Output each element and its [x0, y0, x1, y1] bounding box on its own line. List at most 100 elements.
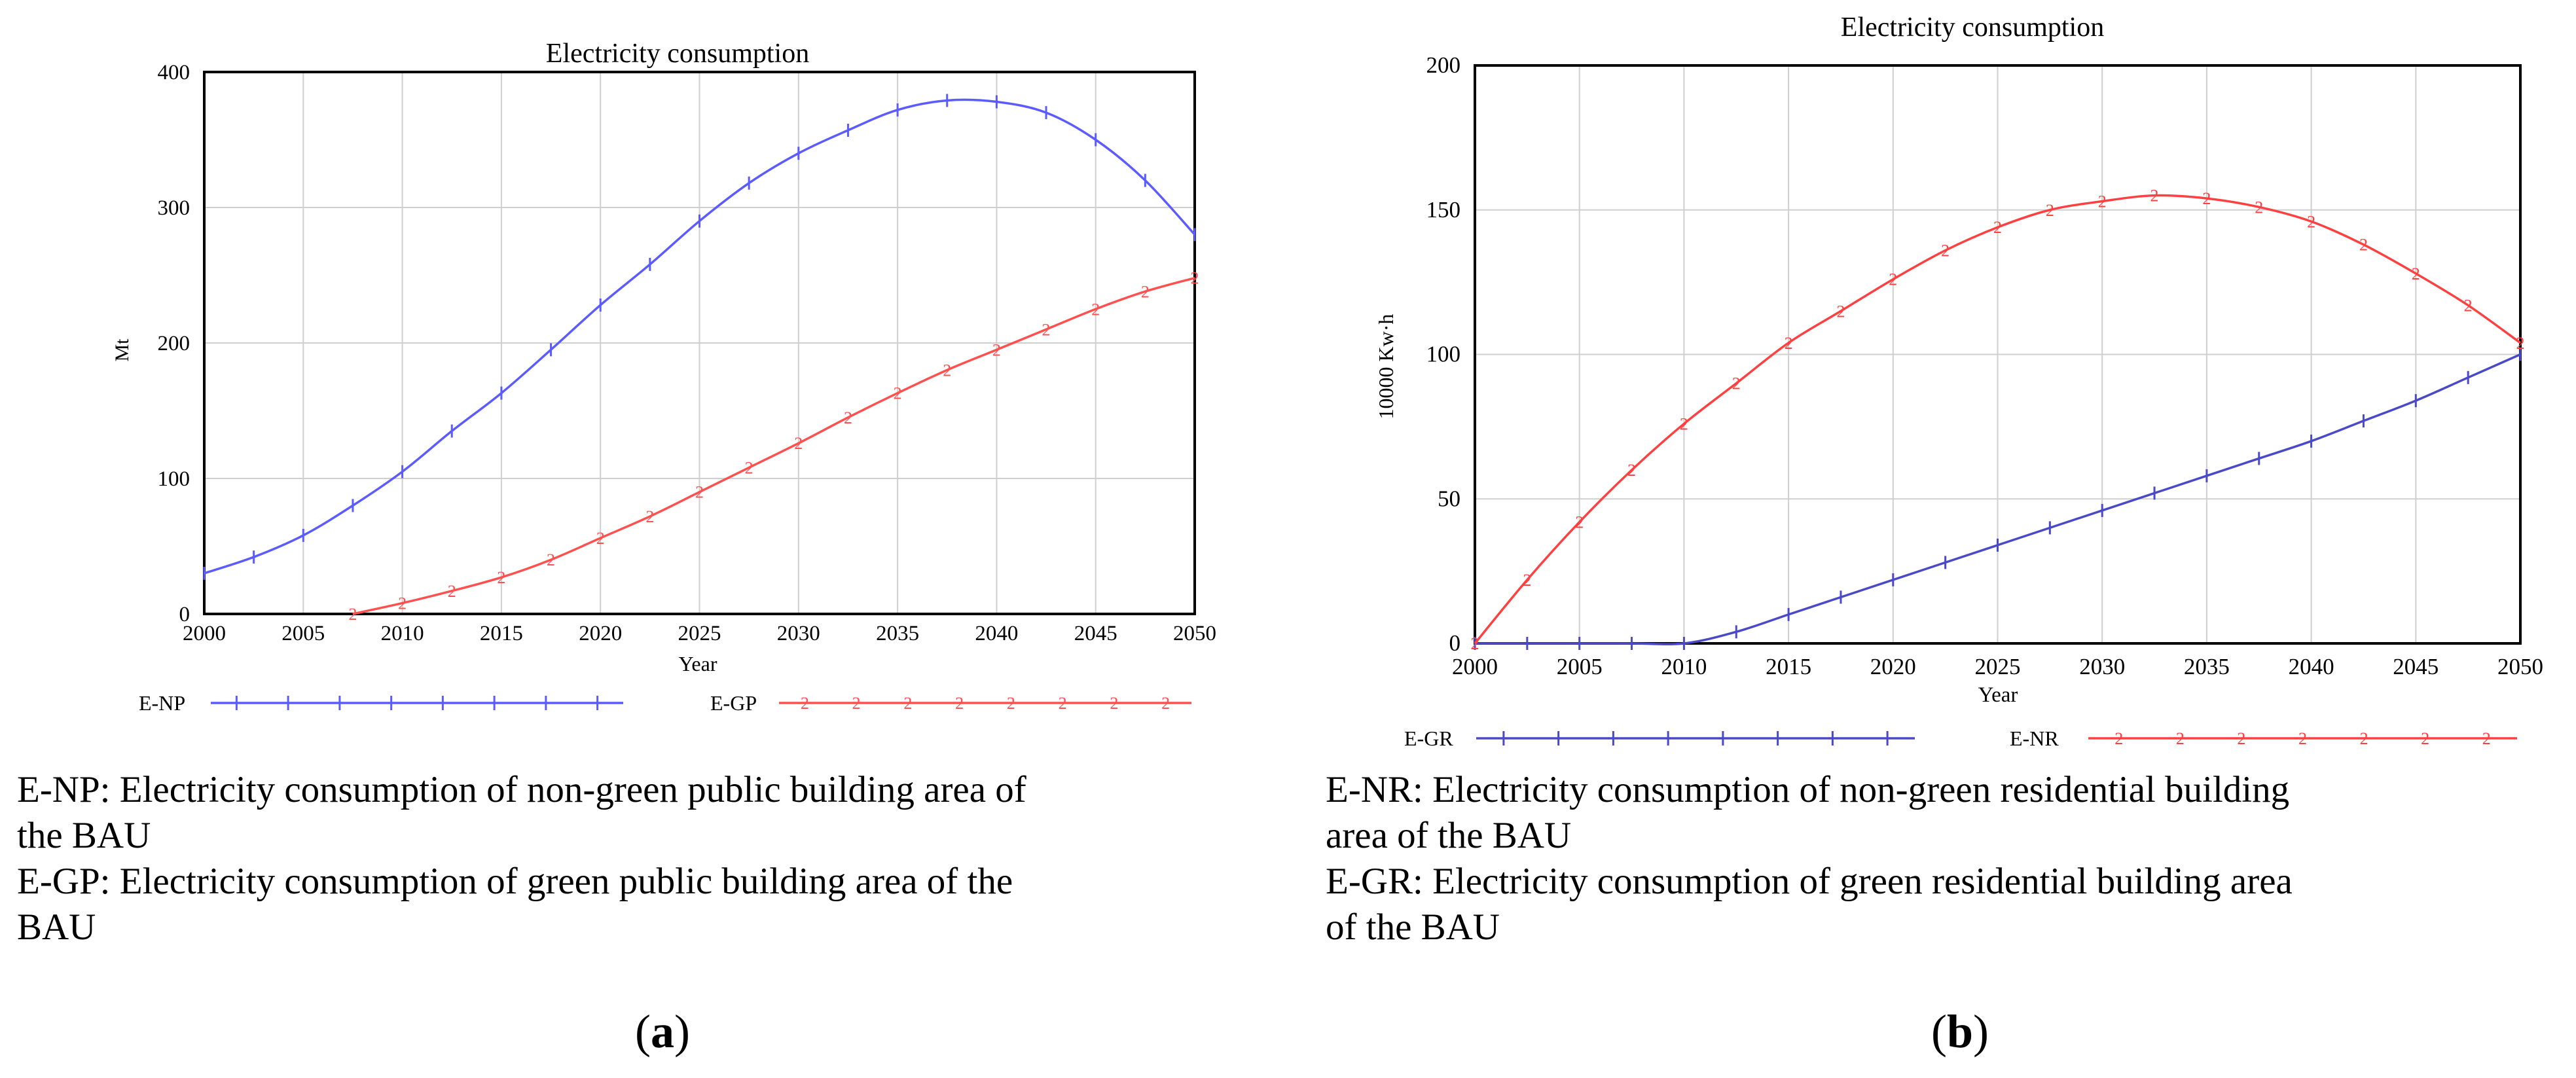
data-point: 2: [1836, 302, 1845, 321]
x-tick-label: 2020: [579, 622, 622, 645]
x-tick-label: 2020: [1870, 654, 1916, 679]
x-tick-label: 2040: [975, 622, 1018, 645]
series-e-np: [203, 94, 1196, 580]
data-point: 2: [2255, 198, 2263, 217]
data-point: 2: [794, 434, 803, 453]
legend-entry-e-np: E-NP: [139, 691, 623, 715]
series-e-nr: 2 2 2 2 2 2 2 2 2 2 2 2 2 2 2 2 2 2 2 2 2: [1471, 187, 2525, 653]
x-tick-label: 2015: [480, 622, 523, 645]
x-tick-label: 2045: [2393, 654, 2439, 679]
x-axis-label: Year: [679, 652, 717, 675]
x-axis-label: Year: [1978, 683, 2018, 707]
caption-a-line-2: the BAU: [17, 815, 151, 856]
x-tick-label: 2030: [777, 622, 820, 645]
x-tick-label: 2050: [1173, 622, 1216, 645]
data-point: 2: [695, 483, 704, 502]
legend-marker: 2: [2237, 729, 2245, 748]
legend-marker: 2: [2176, 729, 2185, 748]
panel-label-a-letter: a: [650, 1005, 674, 1058]
legend-label: E-NR: [2010, 727, 2059, 750]
x-tick-label: 2035: [876, 622, 919, 645]
panel-label-b-letter: b: [1946, 1005, 1974, 1058]
chart-panel-b: Electricity consumption Year 10000 Kw·h 200…: [1374, 12, 2543, 750]
legend-entry-e-nr: E-NR 2 2 2 2 2 2 2: [2010, 727, 2517, 750]
data-point: 2: [1627, 461, 1636, 480]
y-tick-label: 0: [1449, 630, 1461, 656]
caption-b: E-NR: Electricity consumption of non-gre…: [1326, 767, 2569, 950]
caption-a-line-3: E-GP: Electricity consumption of green p…: [17, 861, 1013, 902]
legend-entry-e-gr: E-GR: [1404, 727, 1915, 750]
legend-label: E-GP: [710, 691, 757, 715]
legend-marker: 2: [903, 694, 912, 713]
chart-title: Electricity consumption: [546, 39, 809, 69]
data-point: 2: [2516, 334, 2525, 353]
y-tick-label: 200: [158, 332, 190, 355]
data-point: 2: [1785, 334, 1793, 353]
data-point: 2: [398, 594, 407, 613]
series-line-e-gr: [1475, 353, 2521, 646]
data-point: 2: [2150, 187, 2159, 206]
data-point: 2: [448, 582, 456, 601]
data-point: 2: [1889, 270, 1897, 289]
legend-label: E-GR: [1404, 727, 1453, 750]
x-tick-label: 2000: [1452, 654, 1498, 679]
panel-label-a-open: (: [635, 1005, 651, 1058]
y-tick-label: 150: [1426, 197, 1461, 223]
data-point: 2: [645, 507, 654, 526]
x-tick-label: 2045: [1074, 622, 1117, 645]
data-point: 2: [1575, 513, 1584, 532]
data-point: 2: [844, 408, 852, 427]
data-point: 2: [497, 568, 505, 587]
legend-marker: 2: [1161, 694, 1170, 713]
legend-marker: 2: [2360, 729, 2368, 748]
caption-a-line-4: BAU: [17, 907, 96, 948]
x-tick-label: 2050: [2497, 654, 2543, 679]
caption-b-line-2: area of the BAU: [1326, 815, 1572, 856]
data-point: 2: [596, 529, 605, 548]
legend-marker: 2: [852, 694, 861, 713]
x-tick-label: 2010: [1661, 654, 1707, 679]
legend-marker: 2: [2298, 729, 2307, 748]
data-point: 2: [1941, 242, 1950, 261]
data-point: 2: [1993, 218, 2002, 237]
x-tick-label: 2005: [1557, 654, 1603, 679]
y-tick-label: 400: [158, 61, 190, 84]
data-point: 2: [1680, 414, 1688, 433]
x-tick-label: 2030: [2079, 654, 2125, 679]
data-point: 2: [1042, 320, 1051, 339]
x-tick-label: 2025: [1975, 654, 2021, 679]
legend-marker: 2: [1110, 694, 1118, 713]
legend-marker: 2: [2114, 729, 2123, 748]
y-axis-label: 10000 Kw·h: [1374, 314, 1398, 420]
y-axis-label: Mt: [111, 338, 133, 362]
y-tick-label: 100: [158, 467, 190, 491]
y-tick-label: 50: [1438, 486, 1460, 511]
data-point: 2: [992, 340, 1001, 359]
data-point: 2: [2307, 212, 2315, 231]
y-tick-label: 300: [158, 196, 190, 220]
legend-marker: 2: [2421, 729, 2429, 748]
data-point: 2: [1732, 374, 1741, 393]
y-tick-label: 100: [1426, 342, 1461, 367]
legend-marker: 2: [2482, 729, 2491, 748]
legend-entry-e-gp: E-GP 2 2 2 2 2 2 2 2: [710, 691, 1191, 715]
data-point: 2: [2464, 296, 2473, 315]
plot-frame: [203, 71, 1196, 615]
caption-a-line-1: E-NP: Electricity consumption of non-gre…: [17, 769, 1026, 810]
data-point: 2: [1523, 571, 1531, 590]
panel-label-b-close: ): [1973, 1005, 1989, 1058]
data-point: 2: [1091, 300, 1100, 319]
panel-label-a: (a): [635, 1005, 690, 1059]
data-point: 2: [348, 605, 357, 624]
data-point: 2: [2359, 236, 2368, 255]
x-tick-label: 2010: [381, 622, 424, 645]
x-tick-label: 2035: [2184, 654, 2230, 679]
panel-label-a-close: ): [674, 1005, 690, 1058]
y-tick-label: 0: [179, 603, 190, 626]
data-point: 2: [2412, 264, 2420, 283]
series-e-gr: [1474, 348, 2522, 650]
data-point: 2: [1191, 269, 1199, 288]
series-e-gp: 2 2 2 2 2 2 2 2 2 2 2 2 2 2 2 2 2 2: [348, 269, 1199, 624]
legend-marker: 2: [1059, 694, 1067, 713]
